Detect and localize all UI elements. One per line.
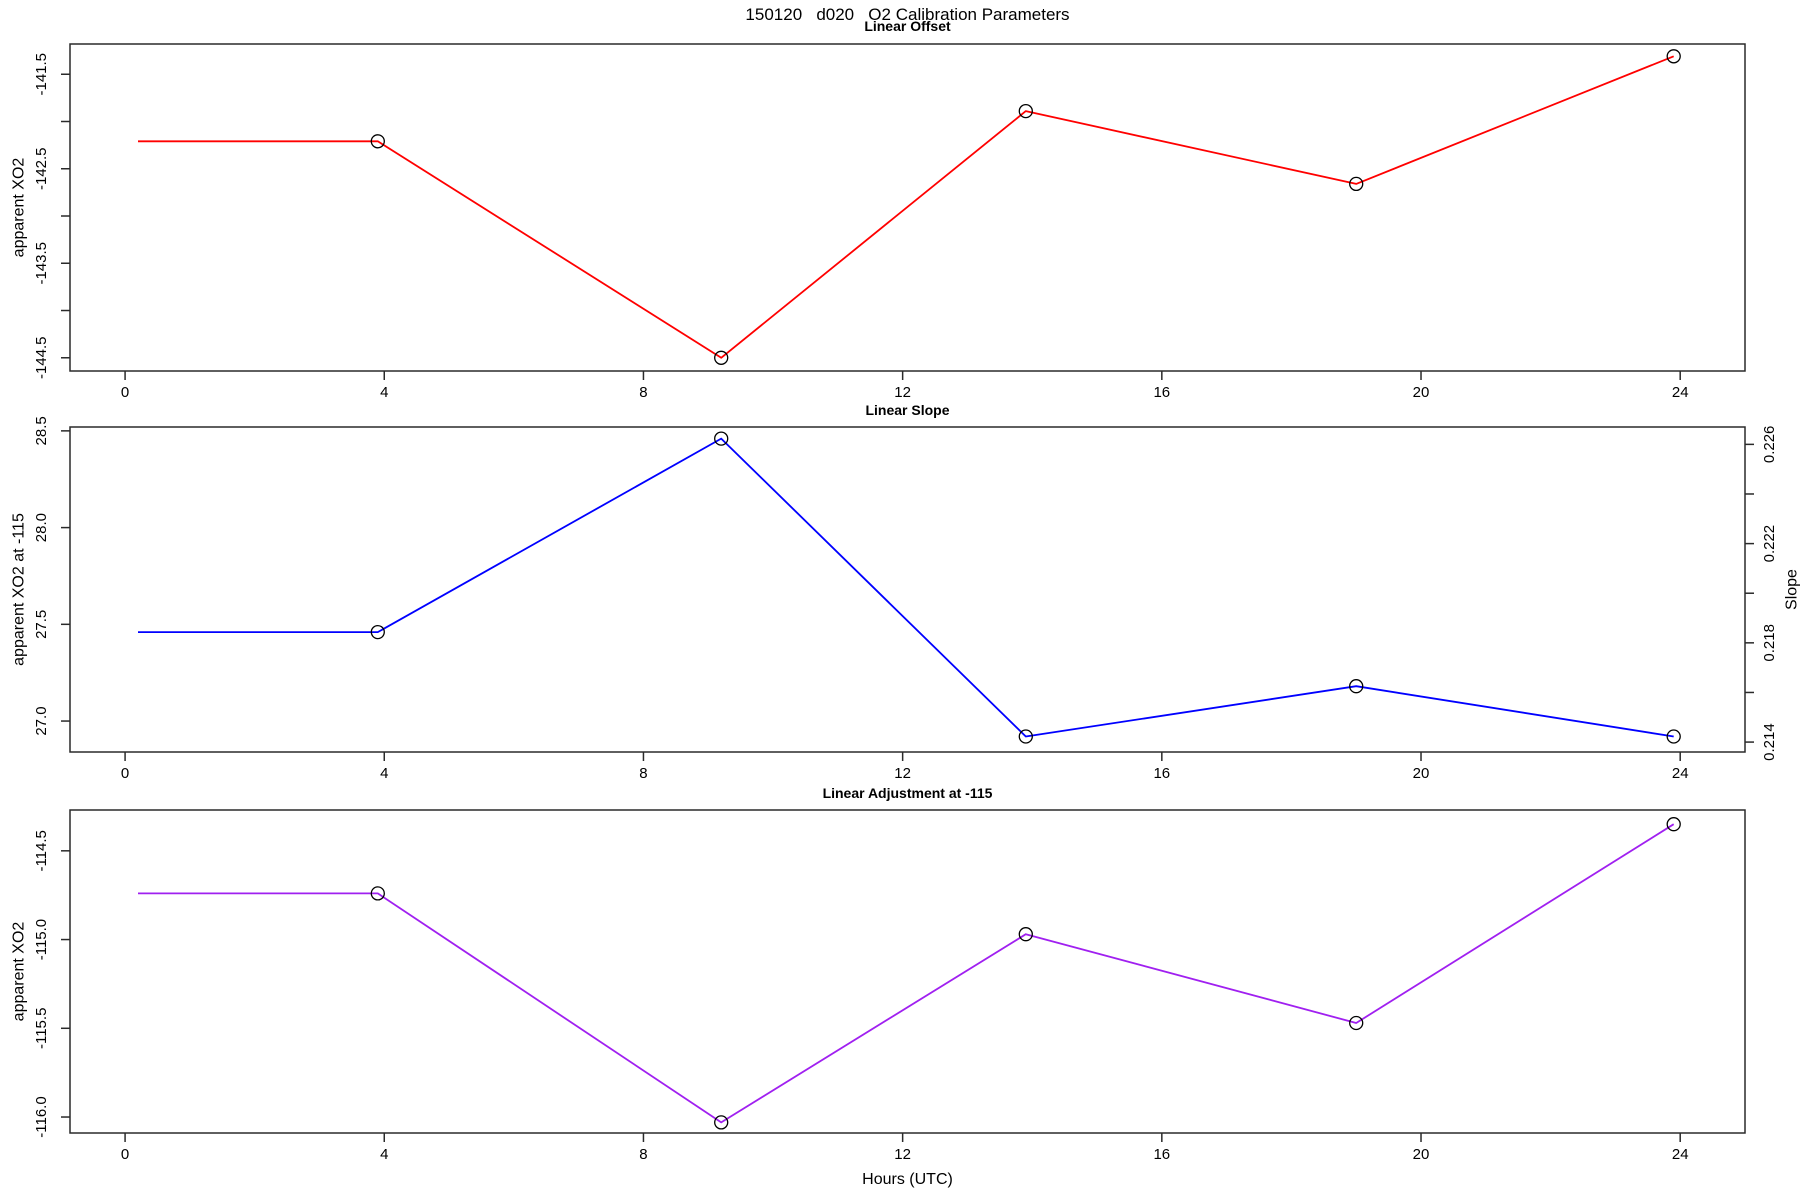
x-axis-ticks: 0 4 8 12 16 20 24 [121, 1133, 1689, 1163]
data-markers [370, 49, 1681, 365]
data-point-marker [1666, 729, 1681, 744]
right-axis-ticks: 0.214 0.218 0.222 0.226 [1745, 426, 1778, 761]
panel-offset-title: Linear Offset [864, 18, 951, 34]
data-line [138, 823, 1675, 1124]
svg-text:24: 24 [1672, 1146, 1689, 1163]
y-axis-title: apparent XO2 [11, 922, 28, 1022]
svg-text:-114.5: -114.5 [33, 830, 50, 871]
x-axis-label: Hours (UTC) [862, 1171, 953, 1188]
data-point-marker [1349, 176, 1364, 192]
svg-text:0.222: 0.222 [1761, 525, 1778, 563]
data-point-marker [370, 886, 385, 901]
svg-text:0.214: 0.214 [1761, 723, 1778, 761]
svg-text:28.5: 28.5 [33, 416, 50, 445]
data-point-marker [1018, 927, 1033, 942]
svg-text:Slope: Slope [1784, 569, 1800, 610]
data-point-marker [1666, 49, 1681, 64]
panel-adjustment-title: Linear Adjustment at -115 [822, 785, 993, 801]
panel-2: 0 4 8 12 16 20 24 27.0 27.5 28.0 28.5 apparent XO2 … [11, 416, 1800, 782]
data-point-marker [714, 1115, 729, 1130]
data-point-marker [714, 350, 729, 365]
data-line [138, 55, 1675, 359]
svg-text:-115.5: -115.5 [33, 1008, 50, 1049]
svg-text:0.218: 0.218 [1761, 624, 1778, 662]
svg-text:-141.5: -141.5 [33, 53, 50, 96]
panel-frame [69, 809, 1746, 1134]
svg-text:4: 4 [380, 765, 388, 782]
svg-text:8: 8 [639, 1146, 647, 1163]
y-axis-ticks: 27.0 27.5 28.0 28.5 [33, 416, 70, 736]
svg-text:-115.0: -115.0 [33, 919, 50, 960]
svg-text:12: 12 [894, 765, 911, 782]
y-axis-ticks: -116.0 -115.5 -115.0 -114.5 [33, 830, 70, 1138]
data-markers [370, 817, 1681, 1130]
svg-text:0: 0 [121, 384, 129, 401]
x-axis-ticks: 0 4 8 12 16 20 24 [121, 752, 1689, 782]
svg-text:12: 12 [894, 1146, 911, 1163]
svg-text:8: 8 [639, 384, 647, 401]
y-axis-title: apparent XO2 at -115 [11, 513, 28, 666]
panel-frame [69, 426, 1746, 753]
figure-title: 150120 d020 O2 Calibration Parameters [745, 5, 1070, 24]
svg-text:27.0: 27.0 [33, 706, 50, 735]
svg-text:-116.0: -116.0 [33, 1096, 50, 1137]
data-point-marker [714, 431, 729, 446]
svg-text:16: 16 [1153, 765, 1170, 782]
svg-text:20: 20 [1413, 384, 1430, 401]
svg-text:28.0: 28.0 [33, 513, 50, 542]
svg-text:4: 4 [380, 1146, 388, 1163]
data-point-marker [370, 134, 385, 149]
svg-text:0: 0 [121, 765, 129, 782]
data-point-marker [1018, 103, 1033, 119]
svg-text:0: 0 [121, 1146, 129, 1163]
svg-text:24: 24 [1672, 765, 1689, 782]
svg-text:0.226: 0.226 [1761, 426, 1778, 464]
panel-3: 0 4 8 12 16 20 24 -116.0 -115.5 -115.0 -114.5 appar… [11, 809, 1746, 1163]
svg-text:16: 16 [1153, 1146, 1170, 1163]
data-point-marker [1018, 729, 1033, 744]
svg-text:27.5: 27.5 [33, 610, 50, 639]
svg-text:12: 12 [894, 384, 911, 401]
data-point-marker [370, 624, 385, 640]
svg-text:4: 4 [380, 384, 388, 401]
svg-text:-144.5: -144.5 [33, 336, 50, 379]
y-axis-ticks: -144.5 -143.5 -142.5 -141.5 [33, 53, 70, 379]
svg-text:-143.5: -143.5 [33, 242, 50, 285]
svg-text:-142.5: -142.5 [33, 147, 50, 190]
svg-text:20: 20 [1413, 765, 1430, 782]
svg-text:apparent XO2: apparent XO2 [11, 922, 28, 1022]
svg-text:apparent XO2 at -115: apparent XO2 at -115 [11, 513, 28, 666]
svg-text:20: 20 [1413, 1146, 1430, 1163]
data-point-marker [1349, 679, 1364, 694]
panel-slope-title: Linear Slope [865, 402, 950, 418]
x-axis-ticks: 0 4 8 12 16 20 24 [121, 371, 1689, 401]
panel-1: 0 4 8 12 16 20 24 -144.5 -143.5 -142.5 -141.5 appar… [11, 43, 1746, 401]
data-line [138, 437, 1674, 738]
data-point-marker [1349, 1015, 1364, 1031]
panel-frame [69, 43, 1746, 372]
data-point-marker [1666, 817, 1681, 832]
data-markers [370, 431, 1681, 744]
right-axis-title: Slope [1784, 569, 1800, 610]
svg-text:16: 16 [1153, 384, 1170, 401]
svg-text:24: 24 [1672, 384, 1689, 401]
svg-text:8: 8 [639, 765, 647, 782]
y-axis-title: apparent XO2 [11, 158, 28, 258]
svg-text:apparent XO2: apparent XO2 [11, 158, 28, 258]
